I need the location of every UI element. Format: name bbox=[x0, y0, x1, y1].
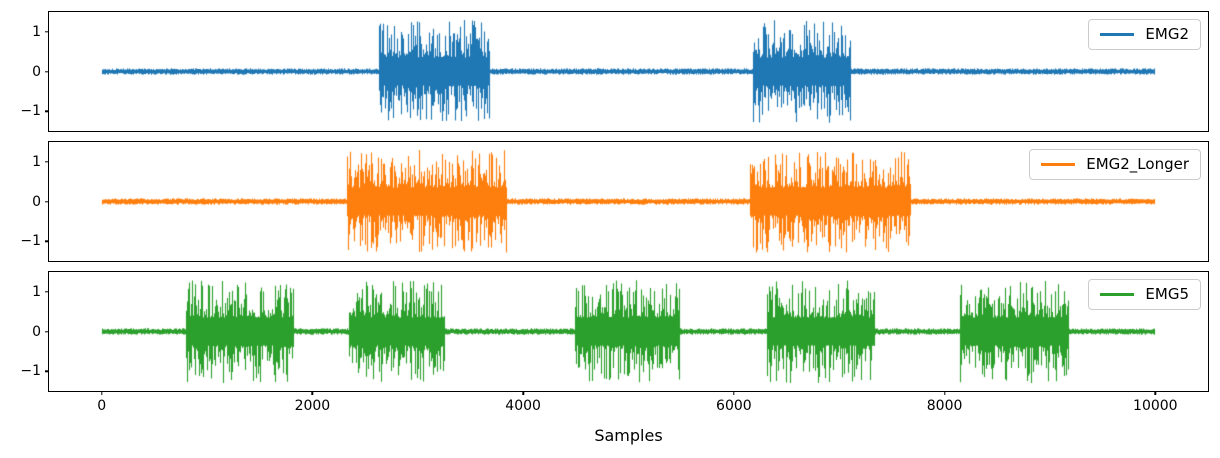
subplot-emg2: EMG2 1 0 −1 bbox=[20, 11, 1209, 132]
legend-label-emg5: EMG5 bbox=[1145, 285, 1189, 303]
emg5-signal-canvas bbox=[49, 272, 1208, 391]
legend-line-sample-emg5 bbox=[1100, 293, 1135, 296]
y-tick-mark bbox=[45, 200, 49, 203]
y-tick-label: 0 bbox=[32, 193, 41, 210]
x-tick-label: 0 bbox=[97, 398, 107, 414]
x-tick-label: 6000 bbox=[716, 398, 752, 414]
legend-emg2: EMG2 bbox=[1088, 19, 1201, 50]
y-tick-label: 0 bbox=[32, 63, 41, 80]
y-tick-mark bbox=[45, 291, 49, 293]
x-tick-label: 8000 bbox=[926, 398, 963, 414]
y-tick-mark bbox=[45, 370, 49, 372]
legend-label-emg2: EMG2 bbox=[1145, 25, 1189, 43]
x-tick-mark bbox=[943, 391, 946, 395]
y-tick-mark bbox=[45, 31, 49, 33]
legend-line-sample-emg2-longer bbox=[1041, 163, 1076, 166]
y-tick-label: −1 bbox=[20, 363, 41, 380]
x-axis-label: Samples bbox=[594, 426, 663, 445]
legend-line-sample-emg2 bbox=[1100, 33, 1135, 36]
legend-emg5: EMG5 bbox=[1088, 279, 1201, 310]
emg2-signal-canvas bbox=[49, 12, 1208, 131]
y-tick-label: 1 bbox=[32, 283, 41, 300]
x-tick-label: 4000 bbox=[505, 398, 541, 414]
x-tick-label: 2000 bbox=[294, 398, 331, 414]
y-tick-mark bbox=[45, 70, 49, 73]
y-tick-label: 1 bbox=[32, 23, 41, 40]
emg2-longer-signal-canvas bbox=[49, 142, 1208, 261]
y-tick-mark bbox=[45, 240, 49, 242]
y-tick-mark bbox=[45, 161, 49, 163]
y-tick-label: 1 bbox=[32, 153, 41, 170]
subplot-emg5: EMG5 1 0 −1 0 2000 4000 6000 8000 10000 bbox=[20, 271, 1209, 413]
x-tick-mark bbox=[522, 391, 524, 395]
x-tick-mark bbox=[733, 391, 735, 395]
legend-label-emg2-longer: EMG2_Longer bbox=[1086, 155, 1189, 173]
y-tick-label: −1 bbox=[20, 233, 41, 250]
y-tick-label: 0 bbox=[32, 323, 41, 340]
x-tick-mark bbox=[311, 391, 314, 395]
subplot-emg2-longer: EMG2_Longer 1 0 −1 bbox=[20, 141, 1209, 262]
y-tick-mark bbox=[45, 330, 49, 333]
y-tick-label: −1 bbox=[20, 103, 41, 120]
legend-emg2-longer: EMG2_Longer bbox=[1029, 149, 1201, 180]
y-tick-mark bbox=[45, 110, 49, 112]
x-tick-mark bbox=[1154, 391, 1157, 395]
x-tick-label: 10000 bbox=[1133, 398, 1178, 414]
x-tick-mark bbox=[100, 391, 103, 395]
